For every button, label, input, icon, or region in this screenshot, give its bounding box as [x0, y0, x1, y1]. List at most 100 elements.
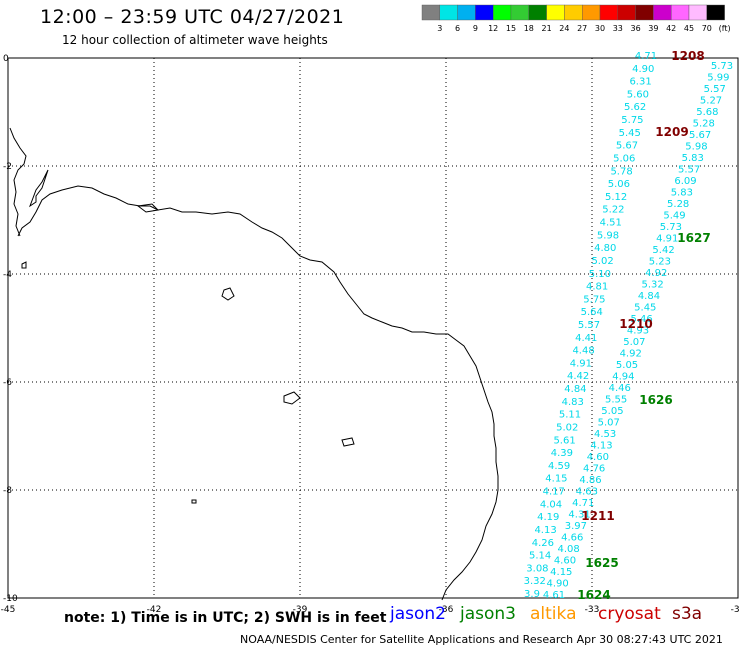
island-2: [283, 391, 301, 405]
swh-value-track-a: 5.12: [605, 192, 627, 203]
swh-value-track-a: 5.22: [602, 205, 624, 216]
swh-value-track-a: 5.75: [583, 294, 605, 305]
y-tick-label: -2: [3, 162, 12, 172]
colorbar-label: 21: [542, 24, 552, 33]
swh-value-track-b: 5.57: [704, 84, 726, 95]
colorbar-swatch: [439, 4, 458, 21]
legend-cryosat: cryosat: [598, 604, 661, 624]
swh-value-track-b: 4.63: [576, 487, 598, 498]
colorbar-label: 12: [488, 24, 498, 33]
island-1: [221, 287, 235, 301]
pass-time-label: 1211: [581, 509, 614, 523]
x-tick-label: -42: [147, 605, 162, 615]
swh-value-track-a: 5.67: [616, 141, 638, 152]
swh-value-track-b: 4.53: [594, 429, 616, 440]
colorbar-unit: (ft): [719, 24, 731, 33]
swh-value-track-a: 3.32: [524, 576, 546, 587]
swh-value-track-b: 5.05: [616, 360, 638, 371]
swh-value-track-a: 5.64: [581, 307, 603, 318]
swh-value-track-b: 4.92: [620, 349, 642, 360]
swh-value-track-b: 5.23: [649, 257, 671, 268]
colorbar-swatch: [617, 4, 636, 21]
swh-value-track-a: 5.57: [578, 320, 600, 331]
pass-time-label: 1209: [655, 125, 688, 139]
legend-altika: altika: [530, 604, 577, 624]
colorbar-swatch: [671, 4, 690, 21]
swh-value-track-b: 5.07: [623, 337, 645, 348]
pass-time-label: 1626: [639, 393, 672, 407]
swh-value-track-a: 5.06: [608, 179, 630, 190]
map-title: 12:00 – 23:59 UTC 04/27/2021: [40, 6, 345, 28]
colorbar-label: 42: [666, 24, 676, 33]
pass-time-label: 1208: [671, 49, 704, 63]
swh-value-track-b: 5.73: [711, 61, 733, 72]
swh-value-track-b: 5.28: [693, 119, 715, 130]
credit-line: NOAA/NESDIS Center for Satellite Applica…: [240, 633, 723, 646]
swh-value-track-a: 5.14: [529, 551, 551, 562]
island-6: [136, 203, 160, 213]
swh-value-track-a: 3.08: [526, 563, 548, 574]
coastline: [17, 185, 499, 601]
swh-value-track-b: 4.60: [587, 452, 609, 463]
coastline-north-detail: [9, 127, 27, 237]
swh-value-track-b: 5.45: [634, 303, 656, 314]
colorbar-label: 18: [524, 24, 534, 33]
swh-value-track-a: 4.91: [570, 358, 592, 369]
swh-value-track-b: 5.05: [601, 406, 623, 417]
swh-value-track-b: 5.83: [682, 153, 704, 164]
colorbar-swatch: [493, 4, 512, 21]
swh-value-track-b: 4.13: [590, 441, 612, 452]
colorbar-label: 3: [437, 24, 442, 33]
swh-value-track-b: 4.46: [609, 383, 631, 394]
footnote: note: 1) Time is in UTC; 2) SWH is in fe…: [64, 610, 387, 626]
swh-value-track-a: 5.60: [627, 89, 649, 100]
colorbar-label: 30: [595, 24, 605, 33]
colorbar-swatch: [457, 4, 476, 21]
swh-value-track-a: 4.19: [537, 512, 559, 523]
swh-value-track-a: 4.13: [534, 525, 556, 536]
swh-value-track-a: 4.83: [562, 397, 584, 408]
colorbar-swatch: [528, 4, 547, 21]
colorbar-swatch: [510, 4, 529, 21]
swh-value-track-b: 5.83: [671, 188, 693, 199]
colorbar-swatch: [546, 4, 565, 21]
swh-value-track-a: 5.61: [553, 435, 575, 446]
pass-time-label: 1625: [585, 556, 618, 570]
island-3: [341, 437, 355, 447]
x-tick-label: -30: [731, 605, 740, 615]
swh-value-track-a: 5.11: [559, 410, 581, 421]
colorbar-label: 6: [455, 24, 460, 33]
swh-value-track-b: 5.57: [678, 165, 700, 176]
x-tick-label: -45: [1, 605, 16, 615]
colorbar-label: 39: [648, 24, 658, 33]
swh-value-track-a: 4.90: [632, 64, 654, 75]
swh-value-track-b: 5.98: [685, 142, 707, 153]
pass-time-label: 1624: [577, 588, 610, 602]
swh-value-track-a: 5.98: [597, 230, 619, 241]
swh-value-track-a: 4.84: [564, 384, 586, 395]
colorbar-label: 24: [559, 24, 569, 33]
y-tick-label: -4: [3, 270, 12, 280]
pass-time-label: 1627: [677, 231, 710, 245]
x-tick-label: -39: [293, 605, 308, 615]
colorbar-label: 27: [577, 24, 587, 33]
swh-value-track-b: 5.42: [652, 245, 674, 256]
swh-value-track-a: 4.39: [551, 448, 573, 459]
swh-value-track-b: 4.61: [543, 590, 565, 601]
colorbar-swatch: [688, 4, 707, 21]
coastline-lake: [28, 169, 49, 208]
swh-value-track-b: 4.86: [579, 475, 601, 486]
swh-value-track-b: 5.55: [605, 395, 627, 406]
colorbar-swatch: [635, 4, 654, 21]
swh-value-track-a: 4.71: [635, 51, 657, 62]
swh-value-track-b: 5.49: [663, 211, 685, 222]
swh-value-track-a: 3.9: [524, 589, 540, 600]
swh-value-track-b: 5.67: [689, 130, 711, 141]
colorbar-label: 33: [613, 24, 623, 33]
swh-value-track-a: 4.26: [532, 538, 554, 549]
swh-value-track-a: 5.10: [589, 269, 611, 280]
swh-value-track-a: 4.15: [545, 474, 567, 485]
swh-value-track-a: 6.31: [629, 77, 651, 88]
swh-value-track-b: 5.27: [700, 96, 722, 107]
